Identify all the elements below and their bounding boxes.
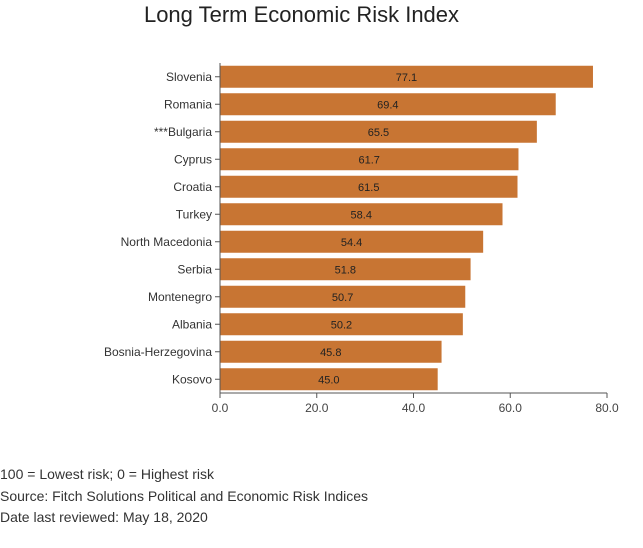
data-label: 45.8: [320, 347, 341, 359]
data-label: 54.4: [341, 237, 362, 249]
data-label: 77.1: [396, 72, 417, 84]
bar: [220, 258, 471, 281]
bar: [220, 285, 466, 308]
category-label: Albania: [172, 317, 212, 331]
bar: [220, 175, 518, 198]
category-label: Slovenia: [166, 70, 212, 84]
bar: [220, 148, 519, 171]
bar: [220, 340, 442, 363]
data-label: 58.4: [351, 209, 372, 221]
scale-note: 100 = Lowest risk; 0 = Highest risk: [0, 466, 214, 482]
category-label: Croatia: [173, 180, 212, 194]
x-tick-label: 80.0: [595, 401, 619, 415]
bar: [220, 368, 438, 391]
x-tick-label: 60.0: [499, 401, 523, 415]
data-label: 50.7: [332, 292, 353, 304]
bar: [220, 93, 556, 116]
bar: [220, 203, 503, 226]
date-reviewed-note: Date last reviewed: May 18, 2020: [0, 509, 208, 525]
category-label: North Macedonia: [121, 235, 213, 249]
x-tick-label: 40.0: [402, 401, 426, 415]
source-note: Source: Fitch Solutions Political and Ec…: [0, 488, 369, 504]
data-label: 45.0: [318, 374, 339, 386]
data-label: 69.4: [377, 99, 398, 111]
bar: [220, 120, 537, 143]
category-label: Bosnia-Herzegovina: [104, 345, 212, 359]
category-label: ***Bulgaria: [154, 125, 212, 139]
category-label: Cyprus: [174, 152, 212, 166]
x-tick-label: 0.0: [212, 401, 229, 415]
category-label: Serbia: [177, 262, 212, 276]
data-label: 61.7: [359, 154, 380, 166]
category-label: Turkey: [176, 207, 212, 221]
data-label: 50.2: [331, 319, 352, 331]
category-label: Romania: [164, 97, 212, 111]
bar: [220, 230, 484, 253]
category-label: Montenegro: [148, 290, 212, 304]
data-label: 61.5: [358, 182, 379, 194]
bar-chart: Slovenia 77.1 Romania 69.4 ***Bulgaria 65.5 Cy…: [104, 63, 619, 415]
category-label: Kosovo: [172, 372, 212, 386]
data-label: 65.5: [368, 127, 389, 139]
data-label: 51.8: [335, 264, 356, 276]
x-tick-label: 20.0: [305, 401, 329, 415]
chart-title: Long Term Economic Risk Index: [143, 2, 460, 27]
bar: [220, 65, 593, 88]
bar: [220, 313, 463, 336]
